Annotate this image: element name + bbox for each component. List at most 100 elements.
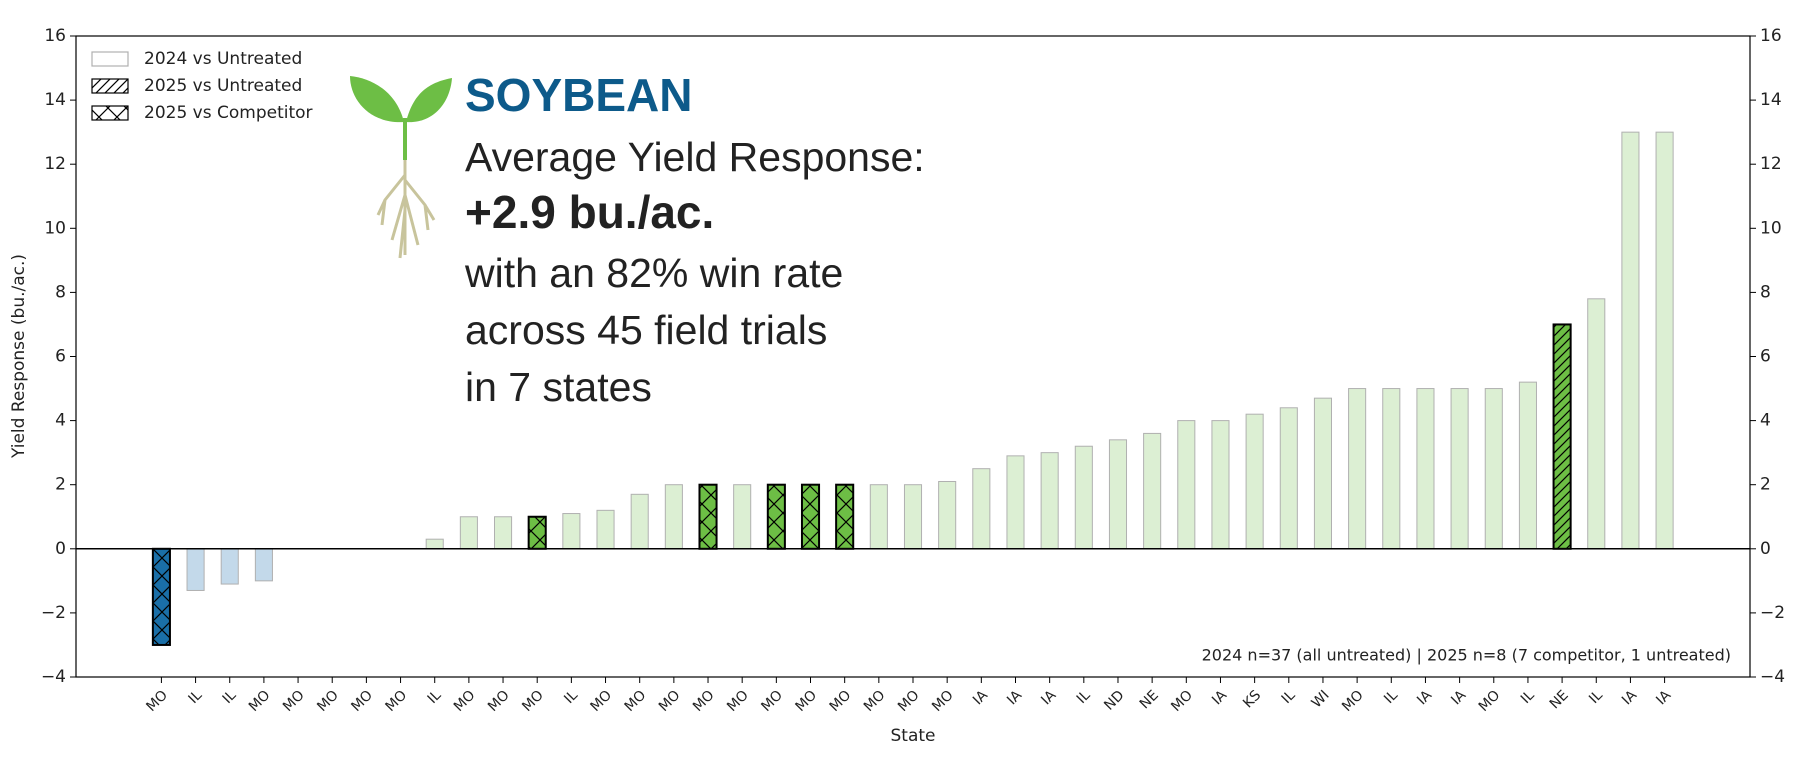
headline: Average Yield Response: xyxy=(465,134,925,180)
bar-hatch xyxy=(699,484,717,549)
x-tick-label: IL xyxy=(561,687,581,707)
y2-tick-label: 0 xyxy=(1760,539,1771,559)
bar xyxy=(733,484,752,550)
x-tick-label: IL xyxy=(185,687,205,707)
bar xyxy=(1040,452,1059,550)
bar xyxy=(1621,131,1640,550)
bar xyxy=(1655,131,1674,550)
y-tick-label: 2 xyxy=(55,475,66,495)
x-axis-label: State xyxy=(891,726,936,746)
bar xyxy=(254,548,273,582)
bar xyxy=(1450,388,1469,550)
bar-hatch xyxy=(528,516,546,549)
x-tick-label: MO xyxy=(793,687,821,715)
bar xyxy=(596,509,615,550)
x-tick-label: IA xyxy=(1038,687,1059,708)
bar xyxy=(972,468,991,550)
x-tick-label: MO xyxy=(1339,687,1367,715)
bar xyxy=(903,484,923,550)
bar xyxy=(425,538,444,550)
bar xyxy=(186,548,205,591)
x-tick-label: NE xyxy=(1547,687,1572,712)
x-tick-label: IL xyxy=(1381,687,1401,707)
bar-hatch xyxy=(836,484,854,549)
legend-hatch xyxy=(92,106,128,120)
bar xyxy=(1484,388,1503,550)
bar xyxy=(1177,420,1196,550)
y2-tick-label: 10 xyxy=(1760,218,1782,238)
bar xyxy=(1348,388,1367,550)
bar xyxy=(1211,420,1230,550)
bar xyxy=(1074,445,1093,550)
x-tick-label: MO xyxy=(929,687,957,715)
bar xyxy=(1587,298,1606,550)
x-tick-label: MO xyxy=(314,687,342,715)
headline-value: +2.9 bu./ac. xyxy=(465,186,714,238)
y2-tick-label: −2 xyxy=(1760,603,1785,623)
footnote: 2024 n=37 (all untreated) | 2025 n=8 (7 … xyxy=(1202,646,1731,665)
x-tick-label: MO xyxy=(246,687,274,715)
bar-hatch xyxy=(1553,324,1571,549)
y-tick-label: 4 xyxy=(55,411,66,431)
x-tick-label: MO xyxy=(758,687,786,715)
legend-hatch xyxy=(92,79,128,93)
x-tick-label: IL xyxy=(425,687,445,707)
legend-label: 2025 vs Competitor xyxy=(144,103,313,123)
y-tick-label: 12 xyxy=(44,154,66,174)
x-tick-label: MO xyxy=(827,687,855,715)
x-tick-label: MO xyxy=(519,687,547,715)
x-tick-label: IA xyxy=(970,687,991,708)
bar xyxy=(630,493,649,550)
y2-tick-label: 4 xyxy=(1760,411,1771,431)
legend-swatch xyxy=(91,51,129,67)
x-tick-label: MO xyxy=(383,687,411,715)
headline: across 45 field trials xyxy=(465,307,827,353)
x-tick-label: MO xyxy=(348,687,376,715)
x-tick-label: MO xyxy=(143,687,171,715)
x-tick-label: MO xyxy=(724,687,752,715)
x-tick-label: MO xyxy=(861,687,889,715)
x-tick-label: MO xyxy=(622,687,650,715)
x-tick-label: NE xyxy=(1137,687,1162,712)
bar xyxy=(1245,413,1264,550)
x-tick-label: MO xyxy=(451,687,479,715)
x-tick-label: IA xyxy=(1653,687,1674,708)
y-tick-label: 8 xyxy=(55,282,66,302)
x-tick-label: MO xyxy=(485,687,513,715)
bar xyxy=(494,516,513,550)
y-tick-label: 16 xyxy=(44,26,66,46)
x-tick-label: IA xyxy=(1004,687,1025,708)
x-tick-label: IL xyxy=(220,687,240,707)
x-tick-label: ND xyxy=(1101,687,1127,713)
x-tick-label: MO xyxy=(1476,687,1504,715)
x-tick-label: IL xyxy=(1279,687,1299,707)
y2-tick-label: 16 xyxy=(1760,26,1782,46)
x-tick-label: IA xyxy=(1619,687,1640,708)
y-tick-label: 0 xyxy=(55,539,66,559)
x-tick-label: MO xyxy=(690,687,718,715)
bar xyxy=(1108,439,1128,550)
y2-tick-label: −4 xyxy=(1760,667,1785,687)
bar xyxy=(459,516,478,550)
y-tick-label: 6 xyxy=(55,347,66,367)
x-tick-label: IA xyxy=(1209,687,1230,708)
plot-frame xyxy=(75,35,1751,678)
y-axis-label: Yield Response (bu./ac.) xyxy=(9,254,29,459)
bar-hatch xyxy=(767,484,785,549)
y-tick-label: 14 xyxy=(44,90,66,110)
x-tick-label: MO xyxy=(895,687,923,715)
x-tick-label: IL xyxy=(1518,687,1538,707)
x-tick-label: IL xyxy=(1586,687,1606,707)
bar xyxy=(1279,407,1298,550)
legend-label: 2024 vs Untreated xyxy=(144,49,302,69)
sprout-icon xyxy=(350,76,452,259)
bar xyxy=(938,480,957,550)
y-tick-label: 10 xyxy=(44,218,66,238)
bar xyxy=(562,513,581,550)
bar-hatch xyxy=(801,484,820,549)
y2-tick-label: 12 xyxy=(1760,154,1782,174)
legend-label: 2025 vs Untreated xyxy=(144,76,302,96)
bar xyxy=(1006,455,1025,550)
y-tick-label: −4 xyxy=(41,667,66,687)
